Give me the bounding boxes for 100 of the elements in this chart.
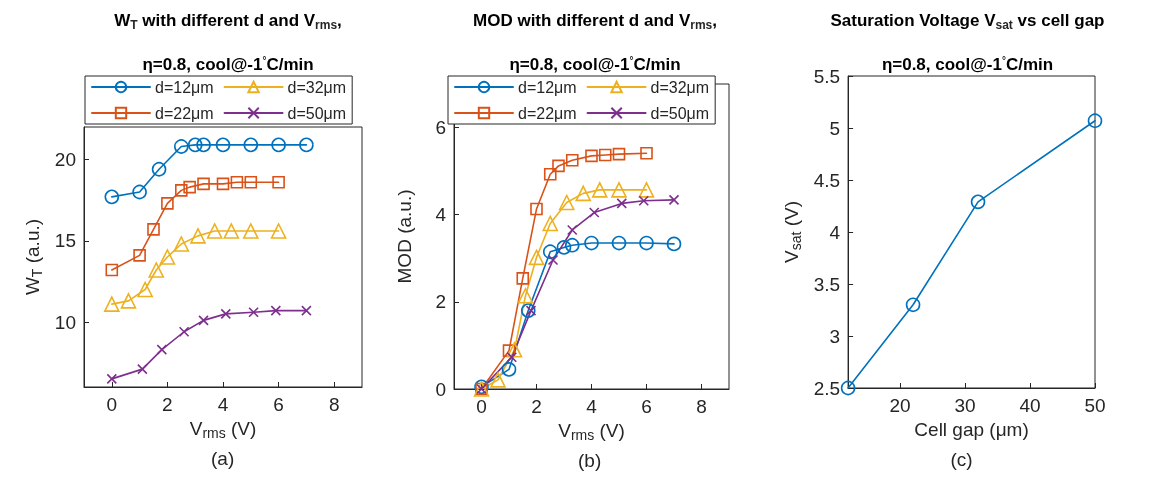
x-tick-label: 4 bbox=[217, 394, 229, 415]
point bbox=[159, 249, 176, 265]
legend-label: d=50μm bbox=[287, 104, 347, 122]
point bbox=[190, 228, 206, 244]
point bbox=[543, 167, 557, 181]
y-tick-label: 4.5 bbox=[813, 169, 841, 191]
legend-label: d=32μm bbox=[287, 78, 347, 96]
point bbox=[147, 223, 160, 236]
point bbox=[105, 263, 119, 277]
chart-subtitle: η=0.8, cool@-1°C/min bbox=[881, 54, 1054, 74]
point bbox=[501, 362, 517, 377]
point bbox=[566, 224, 578, 236]
point bbox=[106, 373, 118, 385]
y-tick-label: 2 bbox=[435, 291, 446, 313]
point bbox=[558, 194, 575, 211]
point bbox=[223, 223, 240, 239]
point bbox=[148, 262, 165, 278]
text: (b) bbox=[578, 450, 602, 471]
point bbox=[272, 175, 285, 189]
point bbox=[178, 326, 190, 338]
point bbox=[588, 207, 600, 218]
y-tick-label: 4 bbox=[435, 204, 447, 226]
point bbox=[640, 146, 653, 160]
y-tick-label: 5 bbox=[829, 117, 841, 139]
point bbox=[270, 305, 282, 316]
x-tick-label: 8 bbox=[328, 394, 340, 415]
legend-label: d=12μm bbox=[155, 78, 214, 96]
point bbox=[612, 147, 626, 161]
point bbox=[542, 215, 559, 232]
point bbox=[905, 297, 921, 313]
point bbox=[132, 184, 147, 200]
y-tick-label: 0 bbox=[435, 378, 446, 400]
y-tick-label: 4 bbox=[829, 221, 841, 243]
point bbox=[530, 202, 543, 216]
x-tick-label: 4 bbox=[586, 396, 598, 417]
point bbox=[542, 244, 558, 260]
point bbox=[638, 182, 655, 198]
point bbox=[638, 195, 650, 207]
point bbox=[611, 182, 627, 198]
point bbox=[506, 351, 518, 363]
point bbox=[584, 235, 599, 251]
point bbox=[598, 148, 612, 162]
x-tick-label: 0 bbox=[476, 396, 487, 417]
point bbox=[547, 254, 559, 266]
point bbox=[244, 175, 258, 189]
point bbox=[187, 137, 203, 153]
y-tick-label: 5.5 bbox=[813, 65, 841, 87]
x-tick-label: 2 bbox=[162, 394, 173, 415]
point bbox=[616, 198, 628, 209]
chart-subtitle: η=0.8, cool@-1°C/min bbox=[142, 54, 314, 74]
point bbox=[243, 223, 259, 239]
y-tick-label: 3.5 bbox=[813, 273, 841, 295]
point bbox=[668, 194, 680, 206]
point bbox=[120, 293, 137, 309]
point bbox=[198, 315, 209, 326]
point bbox=[970, 194, 986, 210]
point bbox=[564, 237, 580, 253]
x-tick-label: 6 bbox=[273, 394, 284, 415]
point bbox=[175, 184, 188, 197]
x-tick-label: 30 bbox=[954, 395, 976, 416]
point bbox=[173, 236, 190, 252]
point bbox=[552, 159, 565, 173]
point bbox=[248, 306, 259, 318]
point bbox=[270, 223, 287, 239]
x-tick-label: 8 bbox=[696, 396, 707, 417]
point bbox=[156, 344, 168, 355]
y-tick-label: 2.5 bbox=[813, 377, 841, 399]
y-tick-label: 15 bbox=[54, 230, 76, 252]
point bbox=[840, 380, 856, 396]
point bbox=[137, 363, 148, 375]
x-axis-title: Cell gap (μm) bbox=[914, 418, 1029, 440]
y-axis-title: WT (a.u.) bbox=[22, 218, 45, 296]
legend-label: d=22μm bbox=[155, 104, 214, 122]
point bbox=[271, 137, 286, 153]
point bbox=[104, 189, 120, 205]
legend-label: d=22μm bbox=[518, 104, 577, 122]
legend-label: d=32μm bbox=[650, 78, 710, 96]
text: (a) bbox=[211, 448, 235, 469]
point bbox=[525, 305, 537, 316]
x-tick-label: 0 bbox=[106, 394, 118, 415]
point bbox=[151, 161, 167, 177]
text: (c) bbox=[950, 449, 973, 470]
y-tick-label: 20 bbox=[54, 149, 76, 170]
point bbox=[490, 372, 506, 388]
point bbox=[585, 149, 598, 163]
y-tick-label: 10 bbox=[54, 311, 76, 333]
point bbox=[639, 235, 654, 251]
point bbox=[591, 182, 608, 198]
point bbox=[517, 287, 534, 304]
x-tick-label: 50 bbox=[1084, 395, 1106, 416]
point bbox=[183, 180, 196, 194]
point bbox=[575, 185, 592, 202]
point bbox=[230, 175, 244, 189]
point bbox=[161, 197, 174, 210]
legend-label: d=12μm bbox=[518, 78, 577, 96]
point bbox=[299, 137, 314, 153]
point bbox=[301, 305, 312, 316]
point bbox=[520, 303, 536, 318]
point bbox=[502, 344, 516, 357]
y-axis-title: MOD (a.u.) bbox=[394, 189, 415, 284]
